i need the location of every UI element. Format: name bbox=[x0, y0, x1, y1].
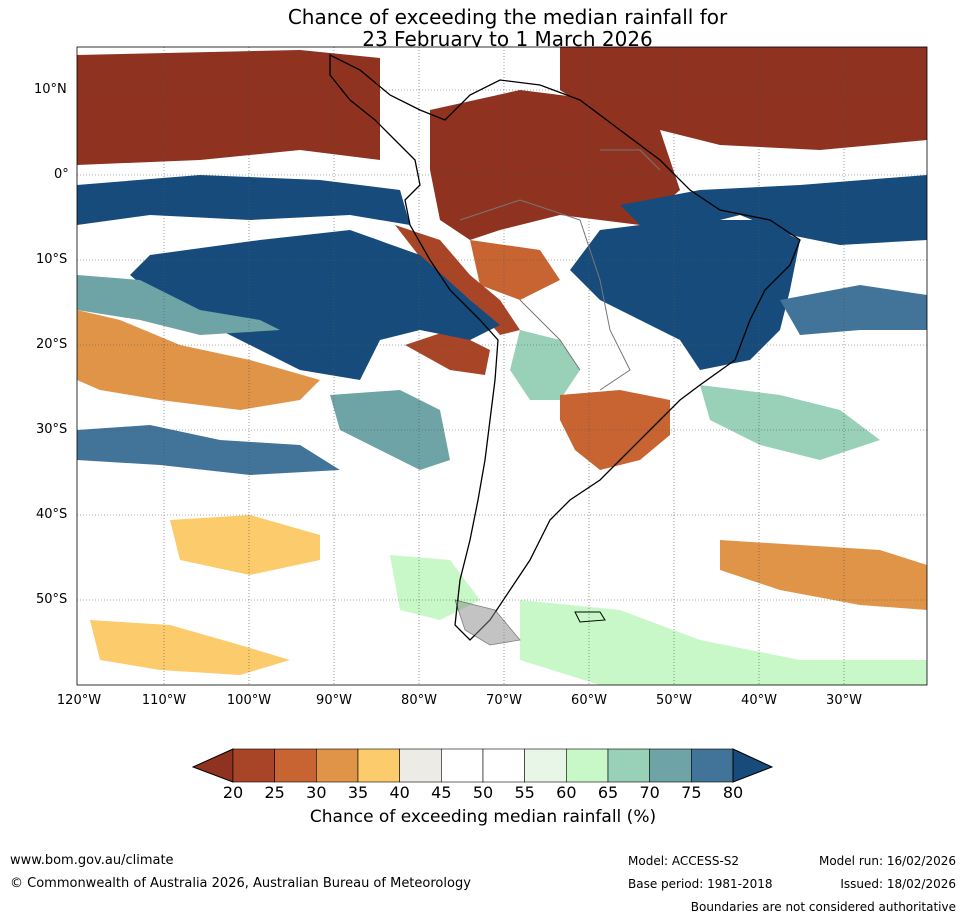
dry-region-east-pacific bbox=[405, 330, 490, 375]
country-borders bbox=[459, 149, 661, 391]
colorbar-segment bbox=[524, 748, 567, 783]
map-title-line-1: Chance of exceeding the median rainfall … bbox=[287, 5, 728, 29]
colorbar-label: Chance of exceeding median rainfall (%) bbox=[309, 807, 657, 827]
dry-region-south-pacific-1 bbox=[170, 515, 320, 575]
moist-region-south-pacific bbox=[77, 275, 280, 335]
wet-band-equatorial-pacific bbox=[77, 175, 410, 225]
colorbar-tick-label: 35 bbox=[347, 783, 369, 802]
colorbar bbox=[191, 748, 774, 783]
colorbar-segment bbox=[691, 748, 734, 783]
wet-region-mid-pacific bbox=[77, 425, 340, 475]
dry-region-southern-ocean bbox=[90, 620, 290, 675]
lon-label-40w: 40°W bbox=[741, 693, 777, 708]
lon-label-30w: 30°W bbox=[826, 693, 862, 708]
map-frame bbox=[76, 46, 928, 686]
colorbar-tick-label: 55 bbox=[514, 783, 535, 802]
lon-label-100w: 100°W bbox=[226, 693, 272, 708]
south-america-coastline bbox=[329, 53, 801, 641]
lon-label-60w: 60°W bbox=[571, 693, 607, 708]
colorbar-tick-label: 70 bbox=[639, 783, 660, 802]
rainfall-probability-field bbox=[77, 47, 927, 685]
website-link[interactable]: www.bom.gov.au/climate bbox=[10, 853, 174, 868]
colorbar-segment bbox=[316, 748, 359, 783]
moist-region-southern-ocean bbox=[520, 600, 927, 685]
dry-region-north-pacific bbox=[77, 50, 380, 165]
colorbar-segment bbox=[232, 748, 275, 783]
colorbar-tick-label: 30 bbox=[306, 783, 327, 802]
colorbar-segment bbox=[357, 748, 400, 783]
falkland-islands bbox=[574, 611, 606, 623]
moist-region-bolivia bbox=[510, 330, 580, 400]
lon-label-50w: 50°W bbox=[656, 693, 692, 708]
colorbar-tick-label: 80 bbox=[722, 783, 744, 802]
colorbar-segment bbox=[649, 748, 692, 783]
copyright-text: © Commonwealth of Australia 2026, Austra… bbox=[10, 876, 471, 891]
lon-label-90w: 90°W bbox=[316, 693, 352, 708]
dry-region-north-atlantic bbox=[560, 47, 927, 150]
base-period: Base period: 1981-2018 bbox=[628, 877, 773, 891]
colorbar-arrow-high bbox=[732, 748, 774, 783]
colorbar-tick-label: 65 bbox=[597, 783, 619, 802]
colorbar-tick-label: 75 bbox=[681, 783, 702, 802]
wet-region-brazil bbox=[570, 220, 800, 370]
lat-label-50s: 50°S bbox=[36, 592, 68, 607]
colorbar-segment bbox=[274, 748, 317, 783]
colorbar-segment bbox=[399, 748, 442, 783]
colorbar-tick-label: 50 bbox=[472, 783, 494, 802]
wet-region-southeast-pacific bbox=[130, 230, 500, 380]
lat-label-10s: 10°S bbox=[36, 252, 68, 267]
dry-region-peru-bolivia bbox=[470, 240, 560, 300]
model-name: Model: ACCESS-S2 bbox=[628, 854, 740, 868]
lat-label-20s: 20°S bbox=[36, 337, 68, 352]
colorbar-arrow-low bbox=[191, 748, 234, 783]
colorbar-tick-label: 45 bbox=[431, 783, 452, 802]
lat-label-40s: 40°S bbox=[36, 507, 68, 522]
dry-region-south-atlantic bbox=[720, 540, 927, 610]
moist-region-atlantic bbox=[700, 385, 880, 460]
colorbar-segment bbox=[441, 748, 484, 783]
lon-label-70w: 70°W bbox=[486, 693, 522, 708]
dry-region-southeast-pacific bbox=[77, 310, 320, 410]
colorbar-tick-label: 20 bbox=[222, 783, 244, 802]
colorbar-segment bbox=[607, 748, 650, 783]
moist-region-chile-coast bbox=[330, 390, 450, 470]
dry-region-uruguay bbox=[560, 390, 670, 470]
map-title-line-2: 23 February to 1 March 2026 bbox=[362, 27, 653, 51]
model-run-date: Model run: 16/02/2026 bbox=[818, 854, 956, 868]
boundaries-disclaimer: Boundaries are not considered authoritat… bbox=[690, 900, 956, 914]
colorbar-segment bbox=[566, 748, 609, 783]
map-graticule bbox=[77, 47, 927, 685]
colorbar-tick-label: 40 bbox=[389, 783, 410, 802]
lat-label-0: 0° bbox=[54, 167, 69, 182]
wet-band-equatorial-atlantic bbox=[620, 175, 927, 245]
lon-label-110w: 110°W bbox=[141, 693, 187, 708]
lat-label-30s: 30°S bbox=[36, 422, 68, 437]
lat-label-10n: 10°N bbox=[34, 82, 67, 97]
issued-date: Issued: 18/02/2026 bbox=[840, 877, 956, 891]
lon-label-120w: 120°W bbox=[56, 693, 102, 708]
tierra-del-fuego bbox=[454, 599, 521, 646]
wet-region-south-atlantic bbox=[780, 285, 927, 335]
colorbar-tick-label: 25 bbox=[264, 783, 285, 802]
colorbar-tick-label: 60 bbox=[556, 783, 577, 802]
colorbar-segment bbox=[482, 748, 525, 783]
lon-label-80w: 80°W bbox=[401, 693, 437, 708]
